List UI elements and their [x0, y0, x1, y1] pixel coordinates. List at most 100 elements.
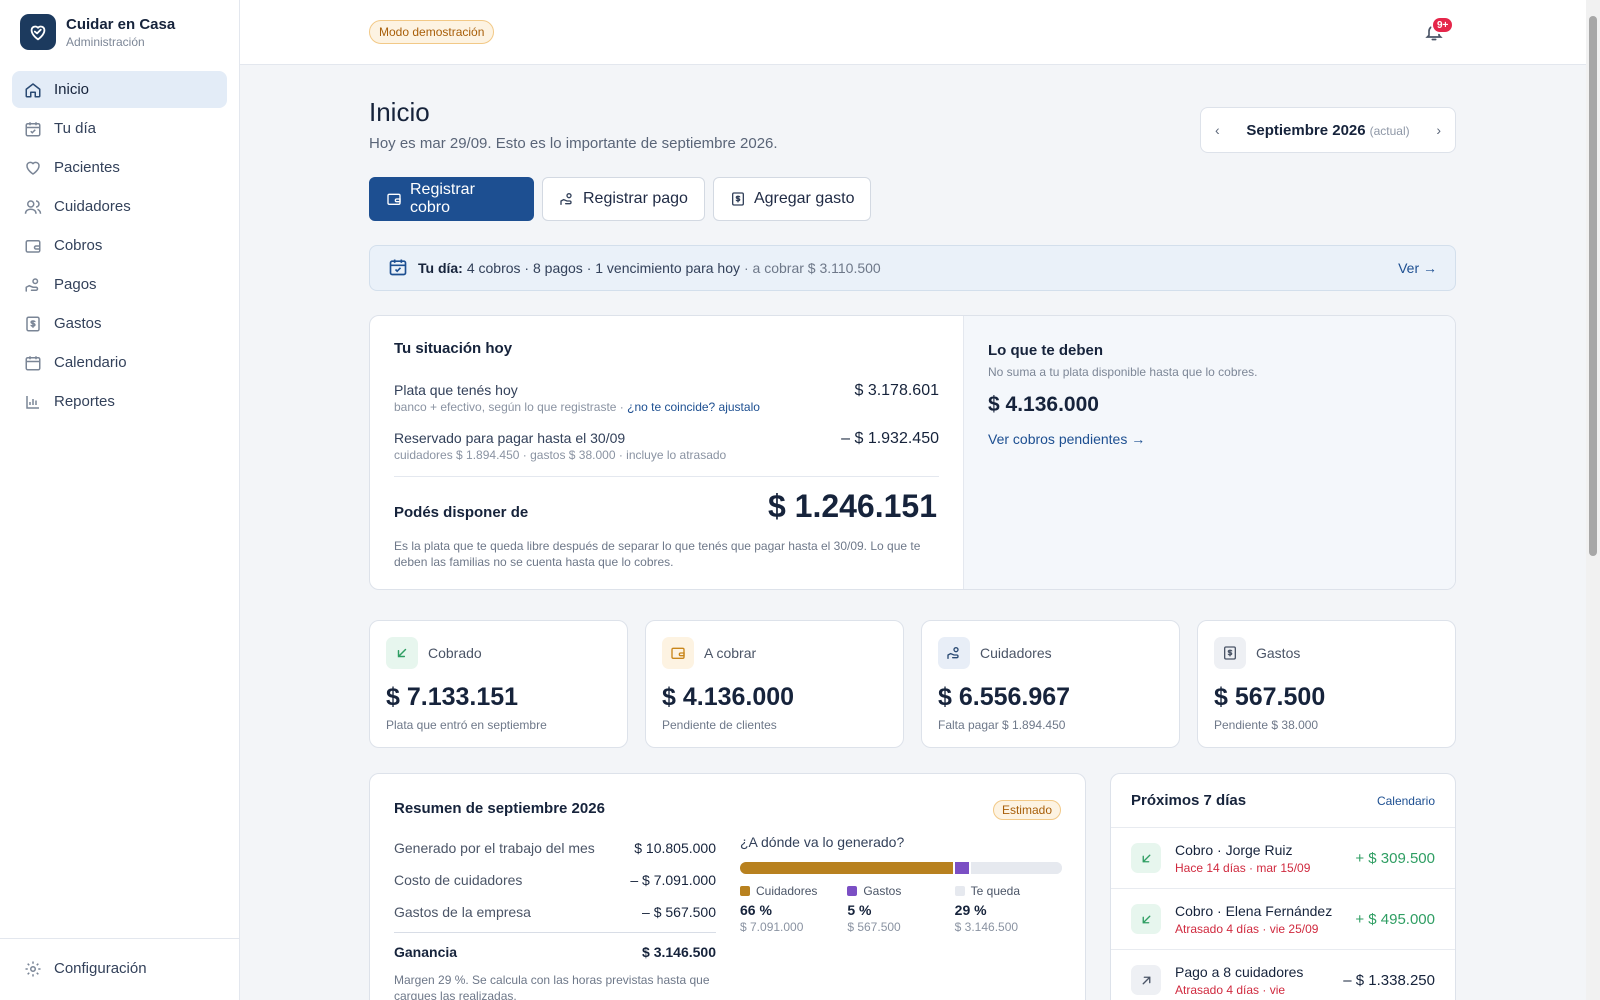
sidebar-item-label: Pacientes: [54, 159, 120, 176]
sidebar-item-label: Cobros: [54, 237, 103, 254]
owed-amount: $ 4.136.000: [988, 393, 1099, 416]
sidebar-item-label: Cuidadores: [54, 198, 131, 215]
add-expense-button[interactable]: Agregar gasto: [712, 177, 872, 221]
chevron-right-icon[interactable]: ›: [1436, 122, 1441, 138]
summary-row-label: Costo de cuidadores: [394, 872, 523, 888]
adjust-cash-link[interactable]: ¿no te coincide? ajustalo: [627, 400, 760, 414]
owed-title: Lo que te deben: [988, 342, 1104, 359]
legend-name: Gastos: [863, 884, 902, 898]
month-name: Septiembre 2026: [1246, 121, 1366, 139]
estimated-badge: Estimado: [992, 800, 1061, 820]
sidebar-item-tu-dia[interactable]: Tu día: [12, 110, 227, 147]
wallet-icon: [662, 637, 694, 669]
month-summary-card: Resumen de septiembre 2026 Estimado Gene…: [369, 773, 1086, 1000]
kpi-value: $ 567.500: [1214, 683, 1326, 711]
bar-chart-icon: [24, 393, 42, 411]
sidebar-item-cobros[interactable]: Cobros: [12, 227, 227, 264]
month-current-tag: (actual): [1369, 123, 1410, 138]
kpi-value: $ 7.133.151: [386, 683, 519, 711]
summary-row: Gastos de la empresa – $ 567.500: [394, 904, 716, 920]
sidebar-item-label: Inicio: [54, 81, 90, 98]
kpi-sub: Falta pagar $ 1.894.450: [938, 718, 1066, 732]
kpi-card-cobrado[interactable]: Cobrado $ 7.133.151 Plata que entró en s…: [369, 620, 628, 748]
upcoming-item[interactable]: Cobro · Jorge Ruiz Hace 14 días · mar 15…: [1111, 828, 1455, 889]
reserved-sub: cuidadores $ 1.894.450 · gastos $ 38.000…: [394, 448, 727, 462]
profit-value: $ 3.146.500: [642, 944, 716, 960]
sidebar-item-configuracion[interactable]: Configuración: [12, 950, 227, 987]
summary-row-value: – $ 7.091.000: [630, 872, 716, 888]
month-label: Septiembre 2026 (actual): [1246, 122, 1409, 139]
brand[interactable]: Cuidar en Casa Administración: [0, 0, 239, 64]
available-label: Podés disponer de: [394, 504, 529, 521]
kpi-card-a-cobrar[interactable]: A cobrar $ 4.136.000 Pendiente de client…: [645, 620, 904, 748]
receipt-icon: [730, 191, 746, 207]
reserved-row: Reservado para pagar hasta el 30/09 cuid…: [394, 430, 939, 462]
page-scrollbar[interactable]: [1586, 0, 1600, 1000]
upcoming-item-when: Atrasado 4 días · vie 25/09: [1175, 921, 1319, 936]
sidebar-footer: Configuración: [0, 938, 239, 1000]
sidebar-item-cuidadores[interactable]: Cuidadores: [12, 188, 227, 225]
divider: [394, 932, 716, 933]
upcoming-header: Próximos 7 días Calendario: [1111, 774, 1455, 828]
page-subtitle: Hoy es mar 29/09. Esto es lo importante …: [369, 135, 778, 152]
legend-percent: 29 %: [954, 902, 987, 918]
upcoming-item[interactable]: Pago a 8 cuidadores Atrasado 4 días · vi…: [1111, 950, 1455, 1000]
upcoming-item-title: Cobro · Jorge Ruiz: [1175, 841, 1293, 858]
upcoming-item-title: Pago a 8 cuidadores: [1175, 963, 1304, 980]
upcoming-item-amount: + $ 309.500: [1355, 849, 1435, 867]
sidebar-nav: Inicio Tu día Pacientes Cuidadores Cobro…: [0, 64, 239, 420]
legend-name: Cuidadores: [756, 884, 818, 898]
sidebar-item-calendario[interactable]: Calendario: [12, 344, 227, 381]
upcoming-title: Próximos 7 días: [1131, 792, 1247, 809]
summary-row: Costo de cuidadores – $ 7.091.000: [394, 872, 716, 888]
your-day-label: Tu día:: [418, 260, 463, 276]
brand-title: Cuidar en Casa: [66, 15, 176, 33]
kpi-label: Cobrado: [428, 645, 482, 661]
summary-title: Resumen de septiembre 2026: [394, 800, 605, 817]
upcoming-item-title: Cobro · Elena Fernández: [1175, 902, 1333, 919]
users-icon: [24, 198, 42, 216]
add-expense-label: Agregar gasto: [753, 190, 855, 207]
upcoming-item[interactable]: Cobro · Elena Fernández Atrasado 4 días …: [1111, 889, 1455, 950]
sidebar-item-pagos[interactable]: Pagos: [12, 266, 227, 303]
pending-charges-link[interactable]: Ver cobros pendientes →: [988, 431, 1146, 447]
brand-subtitle: Administración: [66, 34, 145, 49]
calendar-link[interactable]: Calendario: [1376, 793, 1435, 808]
legend-percent: 66 %: [740, 902, 772, 918]
sidebar-item-reportes[interactable]: Reportes: [12, 383, 227, 420]
register-charge-button[interactable]: Registrar cobro: [369, 177, 534, 221]
sidebar-item-pacientes[interactable]: Pacientes: [12, 149, 227, 186]
settings-label: Configuración: [54, 960, 147, 977]
calendar-check-icon: [388, 257, 408, 280]
profit-row: Ganancia $ 3.146.500: [394, 944, 716, 960]
profit-label: Ganancia: [394, 944, 458, 960]
hand-coins-icon: [559, 191, 575, 207]
page-title: Inicio: [369, 97, 430, 127]
upcoming-item-when: Hace 14 días · mar 15/09: [1175, 860, 1311, 875]
reserved-amount: – $ 1.932.450: [841, 430, 939, 447]
sidebar-item-inicio[interactable]: Inicio: [12, 71, 227, 108]
legend-amount: $ 3.146.500: [954, 920, 1019, 934]
breakdown-segment: [952, 862, 969, 874]
owed-panel: Lo que te deben No suma a tu plata dispo…: [963, 316, 1455, 589]
chevron-left-icon[interactable]: ‹: [1215, 122, 1220, 138]
legend-swatch: [954, 886, 965, 896]
kpi-card-cuidadores[interactable]: Cuidadores $ 6.556.967 Falta pagar $ 1.8…: [921, 620, 1180, 748]
kpi-label: Cuidadores: [980, 645, 1052, 661]
cash-sub: banco + efectivo, según lo que registras…: [394, 400, 760, 414]
breakdown-legend: Cuidadores 66 % $ 7.091.000 Gastos 5 % $…: [740, 884, 1062, 934]
situation-title: Tu situación hoy: [394, 340, 513, 357]
sidebar-item-gastos[interactable]: Gastos: [12, 305, 227, 342]
sidebar-item-label: Pagos: [54, 276, 97, 293]
demo-mode-badge: Modo demostración: [369, 20, 495, 44]
legend-swatch: [740, 886, 750, 896]
your-day-summary: 4 cobros · 8 pagos · 1 vencimiento para …: [466, 260, 740, 276]
view-day-link[interactable]: Ver →: [1398, 260, 1437, 276]
scrollbar-thumb[interactable]: [1589, 16, 1597, 556]
register-payment-button[interactable]: Registrar pago: [542, 177, 705, 221]
cash-row: Plata que tenés hoy banco + efectivo, se…: [394, 382, 939, 414]
register-charge-label: Registrar cobro: [410, 181, 475, 216]
kpi-card-gastos[interactable]: Gastos $ 567.500 Pendiente $ 38.000: [1197, 620, 1456, 748]
heart-logo-icon: [20, 14, 56, 50]
margin-note: Margen 29 %. Se calcula con las horas pr…: [394, 973, 710, 1000]
